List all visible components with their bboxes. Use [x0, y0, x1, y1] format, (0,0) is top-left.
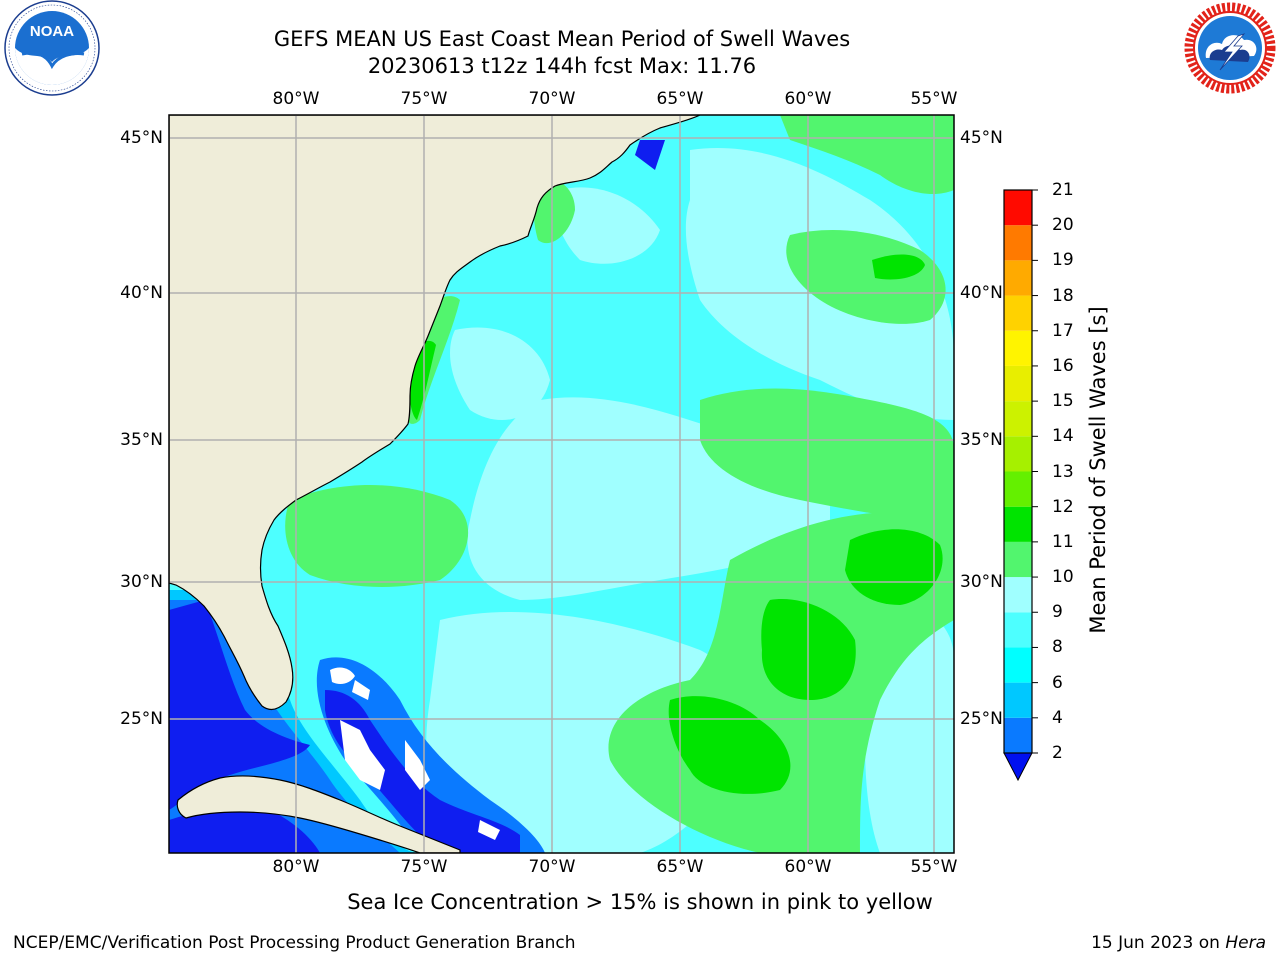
map-frame [168, 114, 955, 854]
colorbar-tick-label: 9 [1052, 602, 1063, 623]
colorbar-segment [1004, 225, 1032, 261]
lon-label-top: 70°W [528, 89, 576, 109]
colorbar-segment [1004, 541, 1032, 578]
lon-label-bottom: 70°W [528, 857, 576, 877]
lat-label-right: 25°N [960, 709, 1003, 729]
lon-label-top: 55°W [910, 89, 958, 109]
colorbar-segment [1004, 682, 1032, 718]
chart-subtitle: 20230613 t12z 144h fcst Max: 11.76 [367, 54, 757, 78]
lon-label-top: 75°W [400, 89, 448, 109]
lat-label-left: 40°N [120, 283, 163, 303]
colorbar-tick-label: 8 [1052, 637, 1063, 658]
colorbar-tick-label: 12 [1052, 496, 1074, 517]
sea-ice-note: Sea Ice Concentration > 15% is shown in … [347, 890, 933, 914]
colorbar-segment [1004, 436, 1032, 472]
lon-label-top: 60°W [784, 89, 832, 109]
lat-label-left: 45°N [120, 128, 163, 148]
colorbar-tick-label: 17 [1052, 320, 1074, 341]
chart-title: GEFS MEAN US East Coast Mean Period of S… [273, 27, 851, 51]
land-cuba [176, 775, 461, 853]
colorbar-tick-label: 13 [1052, 461, 1074, 482]
colorbar-segment [1004, 401, 1032, 437]
lon-label-bottom: 80°W [272, 857, 320, 877]
lon-label-bottom: 65°W [656, 857, 704, 877]
colorbar-extend-arrow [1003, 752, 1033, 782]
colorbar-segment [1004, 260, 1032, 296]
colorbar-tick-label: 15 [1052, 391, 1074, 412]
colorbar-segment [1004, 295, 1032, 331]
lat-label-right: 35°N [960, 430, 1003, 450]
machine-name: Hera [1225, 933, 1266, 953]
colorbar-segment [1004, 190, 1032, 226]
lon-label-top: 65°W [656, 89, 704, 109]
credit-text: NCEP/EMC/Verification Post Processing Pr… [13, 933, 576, 953]
lat-label-right: 45°N [960, 128, 1003, 148]
lon-label-bottom: 60°W [784, 857, 832, 877]
lat-label-left: 35°N [120, 430, 163, 450]
noaa-logo-text: NOAA [30, 23, 74, 40]
graticule [169, 115, 954, 853]
colorbar-segment [1004, 717, 1032, 753]
lat-label-left: 25°N [120, 709, 163, 729]
lon-label-bottom: 55°W [910, 857, 958, 877]
noaa-logo: NOAA [4, 0, 100, 96]
colorbar-segment [1004, 647, 1032, 683]
lat-label-right: 40°N [960, 283, 1003, 303]
lon-label-top: 80°W [272, 89, 320, 109]
colorbar-title: Mean Period of Swell Waves [s] [1086, 306, 1110, 634]
colorbar-segment [1004, 471, 1032, 507]
lon-label-bottom: 75°W [400, 857, 448, 877]
colorbar-tick-label: 6 [1052, 672, 1063, 693]
colorbar-tick-label: 10 [1052, 567, 1074, 588]
colorbar-segment [1004, 506, 1032, 542]
colorbar-tick-label: 16 [1052, 355, 1074, 376]
colorbar-tick-label: 19 [1052, 250, 1074, 271]
colorbar-segment [1004, 365, 1032, 402]
colorbar-tick-label: 21 [1052, 180, 1074, 200]
lat-label-right: 30°N [960, 572, 1003, 592]
colorbar-segment [1004, 577, 1032, 613]
colorbar-segment [1004, 612, 1032, 648]
colorbar-tick-label: 4 [1052, 707, 1063, 728]
colorbar-segment [1004, 330, 1032, 366]
bahamas-islands [330, 667, 500, 840]
colorbar-tick-label: 18 [1052, 285, 1074, 306]
land-north-america [169, 115, 701, 711]
lat-label-left: 30°N [120, 572, 163, 592]
colorbar-tick-label: 20 [1052, 215, 1074, 236]
date-text: 15 Jun 2023 on Hera [1091, 933, 1266, 953]
colorbar-tick-label: 2 [1052, 743, 1063, 763]
colorbar-tick-label: 14 [1052, 426, 1074, 447]
nws-logo [1184, 2, 1276, 94]
colorbar-tick-label: 11 [1052, 531, 1074, 552]
